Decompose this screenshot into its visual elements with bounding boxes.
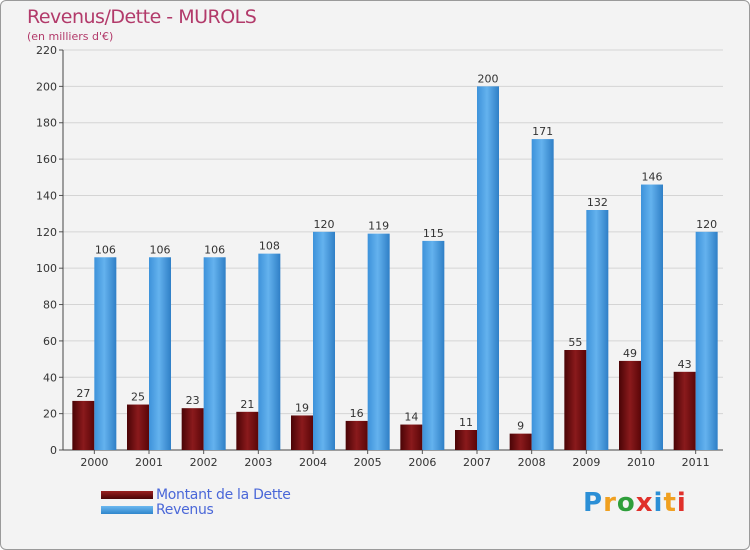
data-label-dette: 9 — [517, 420, 524, 433]
data-label-dette: 25 — [131, 391, 145, 404]
logo-letter: r — [603, 488, 617, 518]
bar-dette — [564, 350, 587, 450]
logo-letter: i — [653, 488, 664, 518]
x-tick-label: 2008 — [518, 456, 546, 469]
legend-label-revenus: Revenus — [156, 502, 214, 518]
bar-dette — [455, 430, 477, 450]
y-tick-label: 220 — [36, 44, 57, 57]
bar-dette — [291, 415, 313, 450]
data-label-dette: 21 — [240, 398, 254, 411]
bar-dette — [345, 420, 368, 450]
legend-item-dette: Montant de la Dette — [101, 487, 361, 503]
data-label-dette: 23 — [186, 394, 200, 407]
bar-revenus — [586, 210, 609, 450]
x-tick-label: 2010 — [627, 456, 655, 469]
data-label-revenus: 120 — [314, 218, 335, 231]
bar-revenus — [422, 240, 445, 450]
bar-revenus — [477, 86, 499, 450]
data-label-revenus: 106 — [95, 243, 116, 256]
logo-letter: o — [616, 488, 636, 518]
data-label-dette: 43 — [678, 358, 692, 371]
y-tick-label: 180 — [36, 117, 57, 130]
bar-dette — [236, 411, 259, 450]
x-tick-label: 2009 — [572, 456, 600, 469]
bar-dette — [127, 404, 149, 450]
x-tick-label: 2007 — [463, 456, 491, 469]
chart-subtitle: (en milliers d'€) — [27, 30, 114, 43]
y-tick-label: 140 — [36, 189, 57, 202]
x-tick-label: 2011 — [682, 456, 710, 469]
y-tick-label: 80 — [43, 299, 57, 312]
chart-title: Revenus/Dette - MUROLS — [27, 6, 257, 28]
logo-letter: t — [663, 488, 677, 518]
legend-label-dette: Montant de la Dette — [156, 487, 291, 503]
x-tick-label: 2005 — [354, 456, 382, 469]
bar-revenus — [313, 231, 335, 450]
bar-dette — [72, 400, 95, 450]
logo-letter: P — [583, 488, 604, 518]
bar-revenus — [695, 231, 718, 450]
data-label-dette: 16 — [350, 407, 364, 420]
proxiti-logo: Proxiti — [583, 488, 687, 518]
data-label-dette: 27 — [76, 387, 90, 400]
bar-revenus — [531, 139, 554, 450]
y-tick-label: 120 — [36, 226, 57, 239]
legend-item-revenus: Revenus — [101, 502, 361, 518]
data-label-revenus: 171 — [532, 125, 553, 138]
bar-revenus — [367, 233, 390, 450]
y-tick-label: 160 — [36, 153, 57, 166]
bar-dette — [619, 360, 641, 450]
x-tick-label: 2004 — [299, 456, 327, 469]
data-label-revenus: 146 — [642, 171, 663, 184]
data-label-revenus: 106 — [150, 243, 171, 256]
data-label-revenus: 108 — [259, 240, 280, 253]
data-label-revenus: 120 — [696, 218, 717, 231]
y-tick-label: 40 — [43, 371, 57, 384]
bar-dette — [673, 371, 696, 450]
data-label-dette: 14 — [404, 411, 418, 424]
data-label-dette: 11 — [459, 416, 473, 429]
x-tick-label: 2001 — [135, 456, 163, 469]
data-label-revenus: 106 — [204, 243, 225, 256]
y-tick-label: 100 — [36, 262, 57, 275]
y-tick-label: 200 — [36, 80, 57, 93]
bar-revenus — [641, 184, 663, 450]
logo-letter: x — [635, 488, 654, 518]
data-label-revenus: 200 — [478, 72, 499, 85]
bar-dette — [400, 424, 423, 450]
data-label-dette: 55 — [568, 336, 582, 349]
bar-dette — [509, 433, 532, 450]
legend-swatch-revenus — [101, 506, 153, 514]
logo-letter: i — [676, 488, 687, 518]
x-tick-label: 2002 — [190, 456, 218, 469]
bar-dette — [181, 408, 204, 450]
data-label-dette: 49 — [623, 347, 637, 360]
data-label-revenus: 132 — [587, 196, 608, 209]
y-tick-label: 0 — [50, 444, 57, 457]
bar-revenus — [258, 253, 281, 450]
data-label-revenus: 119 — [368, 220, 389, 233]
y-tick-label: 60 — [43, 335, 57, 348]
y-tick-label: 20 — [43, 408, 57, 421]
x-tick-label: 2000 — [80, 456, 108, 469]
bar-revenus — [149, 257, 171, 450]
x-tick-label: 2003 — [244, 456, 272, 469]
bar-revenus — [203, 257, 226, 450]
data-label-dette: 19 — [295, 401, 309, 414]
legend-swatch-dette — [101, 491, 153, 499]
x-tick-label: 2006 — [408, 456, 436, 469]
bar-revenus — [94, 257, 117, 450]
data-label-revenus: 115 — [423, 227, 444, 240]
